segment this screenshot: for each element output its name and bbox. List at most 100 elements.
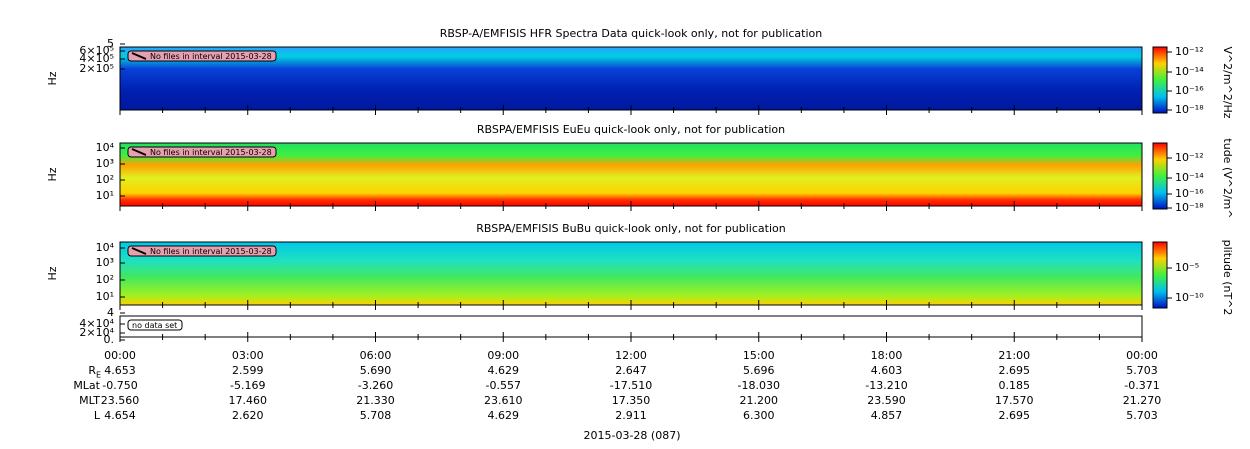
row-value: 23.590 <box>867 394 906 407</box>
y-tick-label: 4×10⁵ <box>79 52 114 65</box>
panel-title: RBSPA/EMFISIS BuBu quick-look only, not … <box>476 222 786 235</box>
note-text: no data set <box>132 321 177 330</box>
row-value: 2.599 <box>232 364 264 377</box>
colorbar-tick-label: 10⁻⁵ <box>1175 261 1199 274</box>
colorbar-tick-label: 10⁻¹⁸ <box>1175 201 1204 214</box>
colorbar-tick-label: 10⁻¹⁶ <box>1175 187 1204 200</box>
row-value: 17.570 <box>995 394 1034 407</box>
row-value: 21.200 <box>740 394 779 407</box>
row-value: 4.653 <box>104 364 136 377</box>
note-text: No files in interval 2015-03-28 <box>150 52 272 61</box>
spectrogram <box>120 242 1142 305</box>
row-value: 0.185 <box>999 379 1031 392</box>
row-value: 5.703 <box>1126 364 1158 377</box>
y-tick-label: 10⁴ <box>96 241 115 254</box>
row-value: 4.857 <box>871 409 903 422</box>
y-axis-label: Hz <box>46 71 59 85</box>
colorbar-tick-label: 10⁻¹² <box>1175 151 1204 164</box>
y-tick-label: 6×10⁵ <box>79 44 114 57</box>
time-label: 21:00 <box>998 349 1030 362</box>
y-tick-label: 10⁴ <box>96 141 115 154</box>
row-value: 5.703 <box>1126 409 1158 422</box>
row-value: 2.695 <box>999 409 1031 422</box>
time-label: 06:00 <box>360 349 392 362</box>
note-box <box>127 50 277 62</box>
row-value: 5.696 <box>743 364 775 377</box>
y-tick-label: 4 <box>107 306 114 319</box>
note-icon <box>131 52 147 60</box>
y-tick-label: 10² <box>96 273 114 286</box>
time-label: 00:00 <box>1126 349 1158 362</box>
note-box <box>127 245 277 257</box>
note-box <box>127 146 277 158</box>
colorbar <box>1152 241 1168 309</box>
row-label: L <box>94 409 101 422</box>
row-value: -17.510 <box>610 379 652 392</box>
row-value: 5.708 <box>360 409 392 422</box>
y-axis-label: Hz <box>46 266 59 280</box>
row-value: 6.300 <box>743 409 775 422</box>
y-axis-label: Hz <box>46 167 59 181</box>
row-value: 17.350 <box>612 394 651 407</box>
row-value: 2.911 <box>615 409 647 422</box>
row-value: 4.654 <box>104 409 136 422</box>
row-label-sub: E <box>96 371 101 380</box>
note-text: No files in interval 2015-03-28 <box>150 148 272 157</box>
time-label: 12:00 <box>615 349 647 362</box>
y-tick-label: 4×10⁴ <box>79 317 114 330</box>
row-label: MLat <box>73 379 100 392</box>
y-tick-label: 10¹ <box>96 290 114 303</box>
time-label: 03:00 <box>232 349 264 362</box>
panel-title: RBSPA/EMFISIS EuEu quick-look only, not … <box>477 123 785 136</box>
row-value: 4.629 <box>488 409 520 422</box>
y-tick-label: 10³ <box>96 157 114 170</box>
row-value: -13.210 <box>865 379 907 392</box>
y-tick-label: 0. <box>104 333 115 346</box>
colorbar-tick-label: 10⁻¹⁴ <box>1175 171 1204 184</box>
spectrogram <box>120 143 1142 206</box>
row-value: -0.557 <box>486 379 521 392</box>
time-label: 09:00 <box>487 349 519 362</box>
colorbar-tick-label: 10⁻¹⁶ <box>1175 84 1204 97</box>
note-icon <box>131 247 147 255</box>
note-icon <box>131 148 147 156</box>
row-value: 17.460 <box>229 394 268 407</box>
date-label: 2015-03-28 (087) <box>583 429 680 442</box>
row-value: -3.260 <box>358 379 393 392</box>
panel-title: RBSP-A/EMFISIS HFR Spectra Data quick-lo… <box>440 27 823 40</box>
row-value: 5.690 <box>360 364 392 377</box>
row-value: -0.750 <box>102 379 137 392</box>
spectrogram <box>120 47 1142 110</box>
row-value: 23.560 <box>101 394 140 407</box>
time-label: 15:00 <box>743 349 775 362</box>
colorbar <box>1152 142 1168 210</box>
colorbar-tick-label: 10⁻¹⁰ <box>1175 291 1204 304</box>
colorbar-tick-label: 10⁻¹⁸ <box>1175 103 1204 116</box>
colorbar <box>1152 46 1168 114</box>
row-value: 4.629 <box>488 364 520 377</box>
row-value: 2.620 <box>232 409 264 422</box>
row-value: -0.371 <box>1124 379 1159 392</box>
y-tick-label: 10¹ <box>96 189 114 202</box>
row-value: 4.603 <box>871 364 903 377</box>
y-tick-label: 2×10⁴ <box>79 326 114 339</box>
row-value: 2.647 <box>615 364 647 377</box>
row-label: MLT <box>79 394 100 407</box>
row-value: -18.030 <box>738 379 780 392</box>
note-box <box>127 319 183 331</box>
time-label: 18:00 <box>871 349 903 362</box>
row-value: 23.610 <box>484 394 523 407</box>
y-tick-label: 2×10⁵ <box>79 62 114 75</box>
note-text: No files in interval 2015-03-28 <box>150 247 272 256</box>
row-value: 21.330 <box>356 394 395 407</box>
row-value: 2.695 <box>999 364 1031 377</box>
y-tick-label: 10² <box>96 173 114 186</box>
colorbar-label: V^2/m^2/Hz <box>1221 46 1234 118</box>
colorbar-label: plitude (nT^2 <box>1221 240 1234 316</box>
time-label: 00:00 <box>104 349 136 362</box>
colorbar-label: tude (V^2/m^ <box>1221 138 1234 218</box>
row-value: -5.169 <box>230 379 265 392</box>
row-label: R <box>88 364 96 377</box>
y-tick-label: 10³ <box>96 256 114 269</box>
